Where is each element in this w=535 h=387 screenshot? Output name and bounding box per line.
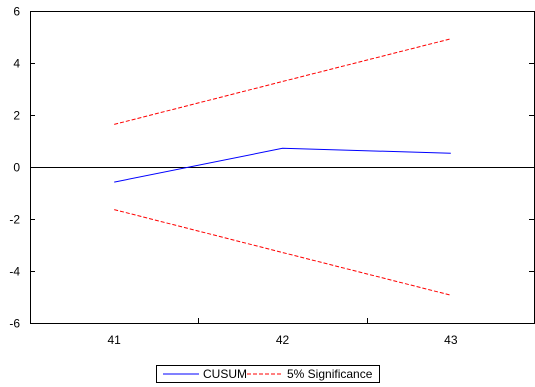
x-tick-label: 42	[276, 333, 290, 347]
y-tick-label: 4	[13, 57, 20, 71]
y-tick-label: 2	[13, 109, 20, 123]
legend: CUSUM 5% Significance	[156, 365, 380, 383]
legend-swatch-cusum	[163, 373, 199, 375]
legend-label-cusum: CUSUM	[203, 367, 247, 381]
x-tick-label: 43	[444, 333, 458, 347]
cusum-line	[114, 147, 451, 183]
y-axis: -6 -4 -2 0 2 4 6	[9, 5, 535, 331]
y-tick-label: 6	[13, 5, 20, 19]
series-layer	[114, 38, 451, 296]
legend-label-significance: 5% Significance	[287, 367, 373, 381]
x-axis: 41 42 43	[30, 318, 458, 347]
upper-significance-line	[114, 38, 451, 125]
y-tick-label: 0	[13, 161, 20, 175]
x-tick-label: 41	[107, 333, 121, 347]
y-tick-label: -6	[9, 317, 20, 331]
y-tick-label: -2	[9, 213, 20, 227]
legend-swatch-significance	[247, 373, 283, 375]
lower-significance-line	[114, 209, 451, 296]
y-tick-label: -4	[9, 265, 20, 279]
